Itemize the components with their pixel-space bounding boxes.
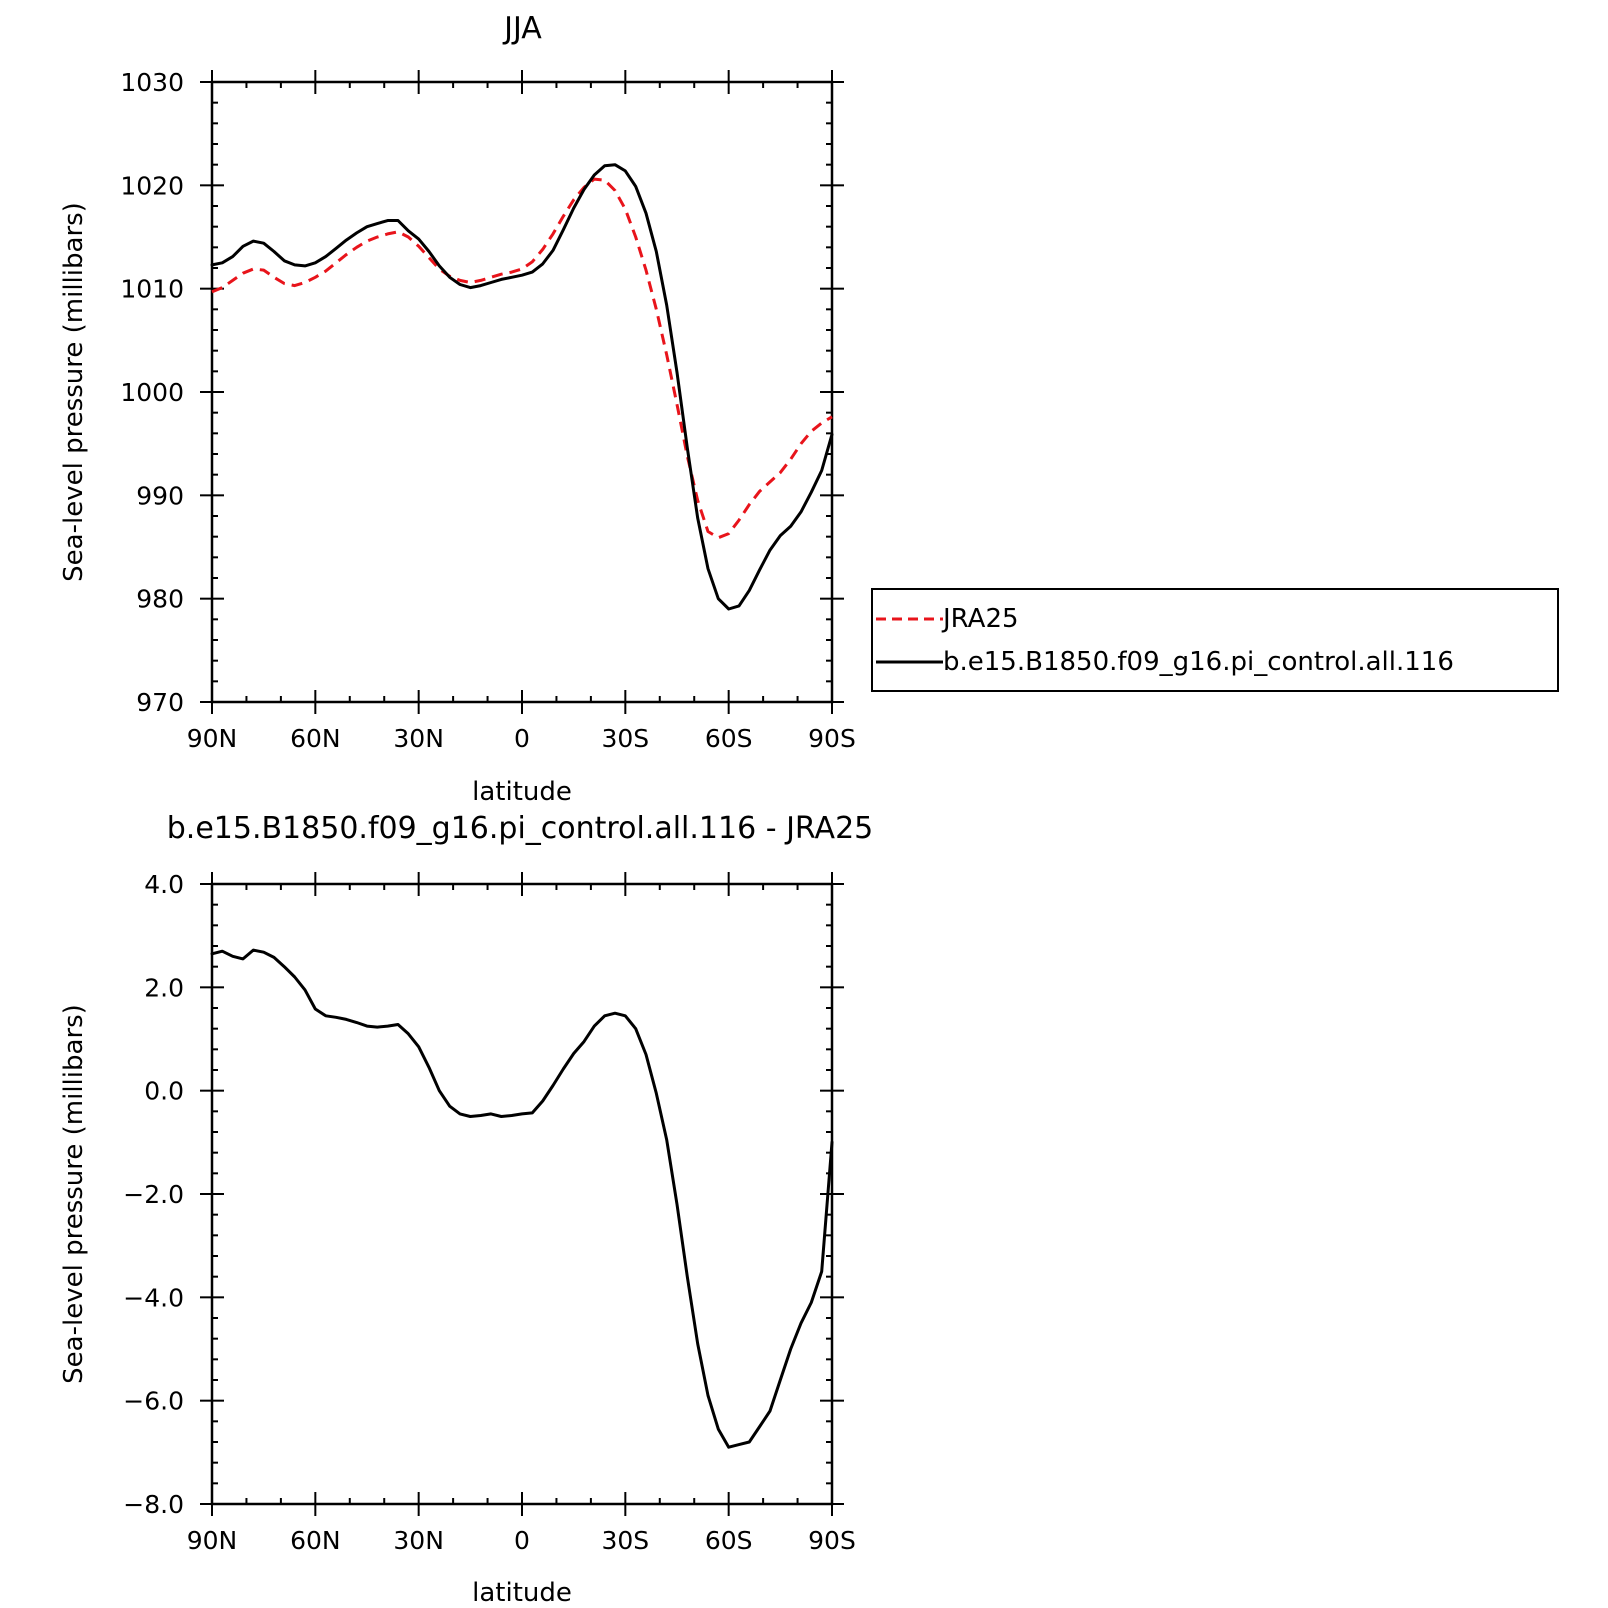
bottom-x-axis-label: latitude [472, 1578, 572, 1608]
top-y-tick-label: 990 [136, 481, 184, 510]
bottom-x-tick-label: 90S [808, 1526, 856, 1555]
bottom-y-tick-label: 0.0 [144, 1077, 184, 1106]
bottom-y-tick-label: −4.0 [123, 1283, 184, 1312]
legend-label-model: b.e15.B1850.f09_g16.pi_control.all.116 [943, 647, 1454, 677]
legend-label-jra25: JRA25 [941, 604, 1019, 634]
bottom-y-tick-label: 2.0 [144, 973, 184, 1002]
bottom-series-line-model [210, 948, 834, 1449]
legend-box [871, 588, 1559, 692]
bottom-y-axis-label: Sea-level pressure (millibars) [59, 1004, 89, 1384]
bottom-tick-labels: 90N 60N 30N 0 30S 60S 90S −8.0 −6.0 −4.0 −2.0 0.0 2.… [123, 870, 856, 1555]
bottom-x-tick-label: 90N [187, 1526, 238, 1555]
bottom-x-tick-label: 0 [514, 1526, 530, 1555]
top-y-tick-label: 1000 [120, 378, 184, 407]
top-series-lines [210, 163, 834, 611]
bottom-series-lines [210, 948, 834, 1449]
top-x-tick-label: 30N [393, 724, 444, 753]
bottom-x-tick-label: 60N [290, 1526, 341, 1555]
top-plot-frame [210, 80, 834, 704]
legend: JRA25 b.e15.B1850.f09_g16.pi_control.all… [871, 588, 1559, 692]
top-y-tick-label: 1010 [120, 275, 184, 304]
bottom-y-tick-label: 4.0 [144, 870, 184, 899]
top-tick-labels: 90N 60N 30N 0 30S 60S 90S 970 980 990 1000 1010 1020… [120, 68, 855, 753]
top-x-tick-label: 60S [705, 724, 753, 753]
bottom-x-tick-label: 30N [393, 1526, 444, 1555]
top-x-axis-label: latitude [472, 777, 572, 807]
bottom-chart-title: b.e15.B1850.f09_g16.pi_control.all.116 -… [167, 811, 874, 846]
top-series-line-model [210, 163, 834, 611]
top-chart-title: JJA [502, 11, 542, 46]
bottom-x-tick-label: 60S [705, 1526, 753, 1555]
bottom-x-tick-label: 30S [601, 1526, 649, 1555]
top-x-tick-label: 0 [514, 724, 530, 753]
bottom-y-tick-label: −6.0 [123, 1387, 184, 1416]
bottom-y-tick-label: −2.0 [123, 1180, 184, 1209]
top-x-tick-label: 30S [601, 724, 649, 753]
top-y-tick-label: 1030 [120, 68, 184, 97]
top-x-tick-label: 90S [808, 724, 856, 753]
bottom-y-tick-label: −8.0 [123, 1490, 184, 1519]
top-y-tick-label: 970 [136, 688, 184, 717]
top-series-line-jra25 [211, 177, 833, 540]
top-y-axis-label: Sea-level pressure (millibars) [59, 202, 89, 582]
top-panel: JJA latitude Sea-level pressure (milliba… [59, 11, 856, 807]
top-tick-marks [200, 70, 844, 714]
top-y-tick-label: 1020 [120, 171, 184, 200]
bottom-plot-frame [210, 882, 834, 1506]
top-x-tick-label: 90N [187, 724, 238, 753]
bottom-tick-marks [200, 872, 844, 1516]
top-x-tick-label: 60N [290, 724, 341, 753]
bottom-panel: b.e15.B1850.f09_g16.pi_control.all.116 -… [59, 811, 873, 1608]
top-y-tick-label: 980 [136, 585, 184, 614]
